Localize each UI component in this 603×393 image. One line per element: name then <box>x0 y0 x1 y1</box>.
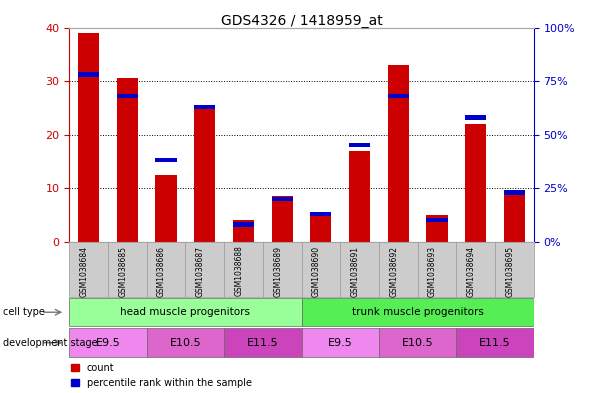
Bar <box>456 329 534 357</box>
Bar <box>224 242 263 297</box>
Text: head muscle progenitors: head muscle progenitors <box>121 307 250 317</box>
Bar <box>465 115 486 119</box>
Bar <box>426 218 447 222</box>
Text: E10.5: E10.5 <box>402 338 434 348</box>
Bar <box>310 212 332 216</box>
Bar <box>417 242 456 297</box>
Bar <box>69 329 147 357</box>
Bar <box>156 175 177 242</box>
Bar <box>504 190 525 195</box>
Text: GSM1038687: GSM1038687 <box>196 246 205 297</box>
Bar <box>69 298 302 326</box>
Text: cell type: cell type <box>3 307 45 317</box>
Text: development stage: development stage <box>3 338 98 348</box>
Text: E11.5: E11.5 <box>247 338 279 348</box>
Bar <box>495 242 534 297</box>
Bar <box>108 242 147 297</box>
Text: GSM1038688: GSM1038688 <box>235 246 244 296</box>
Bar <box>379 329 456 357</box>
Text: GSM1038694: GSM1038694 <box>467 246 476 297</box>
Bar <box>117 94 138 98</box>
Bar <box>156 158 177 162</box>
Bar <box>224 329 302 357</box>
Bar <box>271 196 293 242</box>
Bar <box>349 143 370 147</box>
Text: GDS4326 / 1418959_at: GDS4326 / 1418959_at <box>221 14 382 28</box>
Bar <box>194 105 215 109</box>
Bar <box>78 33 99 242</box>
Bar <box>263 242 302 297</box>
Bar <box>147 242 186 297</box>
Text: GSM1038695: GSM1038695 <box>505 246 514 297</box>
Text: GSM1038693: GSM1038693 <box>428 246 437 297</box>
Bar <box>349 151 370 242</box>
Text: E11.5: E11.5 <box>479 338 511 348</box>
Bar <box>504 193 525 242</box>
Bar <box>147 329 224 357</box>
Bar <box>379 242 417 297</box>
Text: GSM1038690: GSM1038690 <box>312 246 321 297</box>
Bar <box>465 124 486 242</box>
Bar <box>302 329 379 357</box>
Text: E9.5: E9.5 <box>328 338 353 348</box>
Bar <box>233 220 254 242</box>
Text: GSM1038692: GSM1038692 <box>389 246 398 297</box>
Bar <box>186 242 224 297</box>
Bar <box>310 212 332 242</box>
Text: trunk muscle progenitors: trunk muscle progenitors <box>352 307 484 317</box>
Text: GSM1038691: GSM1038691 <box>350 246 359 297</box>
Text: GSM1038685: GSM1038685 <box>118 246 127 297</box>
Bar <box>456 242 495 297</box>
Bar <box>302 242 340 297</box>
Bar <box>271 197 293 201</box>
Text: GSM1038689: GSM1038689 <box>273 246 282 297</box>
Bar <box>340 242 379 297</box>
Bar <box>426 215 447 242</box>
Bar <box>302 298 534 326</box>
Bar <box>388 94 409 98</box>
Bar <box>69 242 108 297</box>
Bar <box>117 78 138 242</box>
Text: E9.5: E9.5 <box>96 338 121 348</box>
Legend: count, percentile rank within the sample: count, percentile rank within the sample <box>71 363 251 388</box>
Text: E10.5: E10.5 <box>169 338 201 348</box>
Bar <box>78 72 99 77</box>
Text: GSM1038684: GSM1038684 <box>80 246 89 297</box>
Bar <box>388 65 409 242</box>
Text: GSM1038686: GSM1038686 <box>157 246 166 297</box>
Bar <box>233 222 254 227</box>
Bar <box>194 108 215 242</box>
